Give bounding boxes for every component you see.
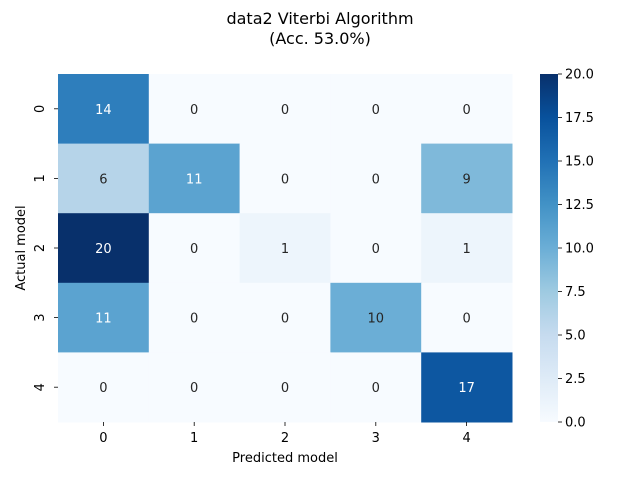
cell-value-label: 0 <box>281 172 289 187</box>
cell-value-label: 0 <box>372 172 380 187</box>
heatmap-cell <box>239 352 331 423</box>
heatmap-cell <box>58 74 150 145</box>
heatmap-cell <box>58 282 150 353</box>
cell-value-label: 0 <box>372 381 380 396</box>
cell-value-label: 0 <box>462 312 470 327</box>
colorbar <box>540 74 558 422</box>
x-axis-ticks: 0 1 2 3 4 <box>99 422 471 446</box>
cell-value-label: 17 <box>458 381 475 396</box>
y-axis-label: Actual model <box>14 205 29 290</box>
colorbar-tick-label: 17.5 <box>565 111 594 126</box>
x-axis-label: Predicted model <box>232 451 338 466</box>
heatmap-cell <box>148 213 241 284</box>
heatmap-cell <box>421 143 513 214</box>
cell-value-label: 0 <box>462 103 470 118</box>
heatmap-cell-labels: 14 0 0 0 06 11 0 0 920 0 1 0 111 0 0 10 00 0 0 0 17 <box>95 103 475 396</box>
cell-value-label: 0 <box>281 312 289 327</box>
chart-title: data2 Viterbi Algorithm <box>226 9 413 28</box>
heatmap-cell <box>239 213 331 284</box>
cell-value-label: 0 <box>281 103 289 118</box>
cell-value-label: 0 <box>372 242 380 257</box>
cell-value-label: 0 <box>99 381 107 396</box>
heatmap-cell <box>148 282 241 353</box>
cell-value-label: 0 <box>190 312 198 327</box>
heatmap-cell <box>421 74 513 145</box>
heatmap-cell <box>330 143 422 214</box>
heatmap-cell <box>421 352 513 423</box>
colorbar-tick-label: 7.5 <box>565 285 586 300</box>
y-axis-ticks: 0 1 2 3 4 <box>33 105 58 391</box>
cell-value-label: 1 <box>462 242 470 257</box>
heatmap-cell <box>239 143 331 214</box>
x-tick-label: 3 <box>372 431 380 446</box>
cell-value-label: 11 <box>95 312 112 327</box>
colorbar-tick-label: 15.0 <box>565 155 594 170</box>
x-tick-label: 1 <box>190 431 198 446</box>
colorbar-tick-label: 5.0 <box>565 329 586 344</box>
heatmap-cell <box>330 352 422 423</box>
heatmap-cell <box>330 282 422 353</box>
heatmap-cell <box>148 74 241 145</box>
cell-value-label: 0 <box>372 103 380 118</box>
colorbar-ticks: 0.0 2.5 5.0 7.5 10.0 12.5 15.0 17.5 20.0 <box>558 68 594 431</box>
y-tick-label: 4 <box>33 383 48 391</box>
cell-value-label: 0 <box>281 381 289 396</box>
heatmap-cell <box>239 74 331 145</box>
y-tick-label: 2 <box>33 244 48 252</box>
cell-value-label: 1 <box>281 242 289 257</box>
cell-value-label: 20 <box>95 242 112 257</box>
heatmap-cell <box>239 282 331 353</box>
x-tick-label: 2 <box>281 431 289 446</box>
colorbar-tick-label: 12.5 <box>565 198 594 213</box>
cell-value-label: 6 <box>99 172 107 187</box>
x-tick-label: 0 <box>99 431 107 446</box>
colorbar-tick-label: 2.5 <box>565 372 586 387</box>
cell-value-label: 14 <box>95 103 112 118</box>
y-tick-label: 1 <box>33 174 48 182</box>
y-tick-label: 0 <box>33 105 48 113</box>
cell-value-label: 0 <box>190 381 198 396</box>
cell-value-label: 9 <box>462 172 470 187</box>
colorbar-tick-label: 0.0 <box>565 416 586 431</box>
heatmap-cell <box>330 74 422 145</box>
heatmap-cell <box>58 213 150 284</box>
heatmap-cell <box>421 213 513 284</box>
cell-value-label: 0 <box>190 103 198 118</box>
heatmap-cell <box>330 213 422 284</box>
colorbar-tick-label: 10.0 <box>565 242 594 257</box>
cell-value-label: 10 <box>368 312 385 327</box>
y-tick-label: 3 <box>33 313 48 321</box>
heatmap-cell <box>58 143 150 214</box>
cell-value-label: 0 <box>190 242 198 257</box>
x-tick-label: 4 <box>462 431 470 446</box>
heatmap-cells <box>58 74 513 423</box>
cell-value-label: 11 <box>186 172 203 187</box>
heatmap-cell <box>58 352 150 423</box>
chart-subtitle: (Acc. 53.0%) <box>269 29 371 48</box>
heatmap-cell <box>148 143 241 214</box>
colorbar-tick-label: 20.0 <box>565 68 594 83</box>
heatmap-cell <box>148 352 241 423</box>
heatmap-cell <box>421 282 513 353</box>
